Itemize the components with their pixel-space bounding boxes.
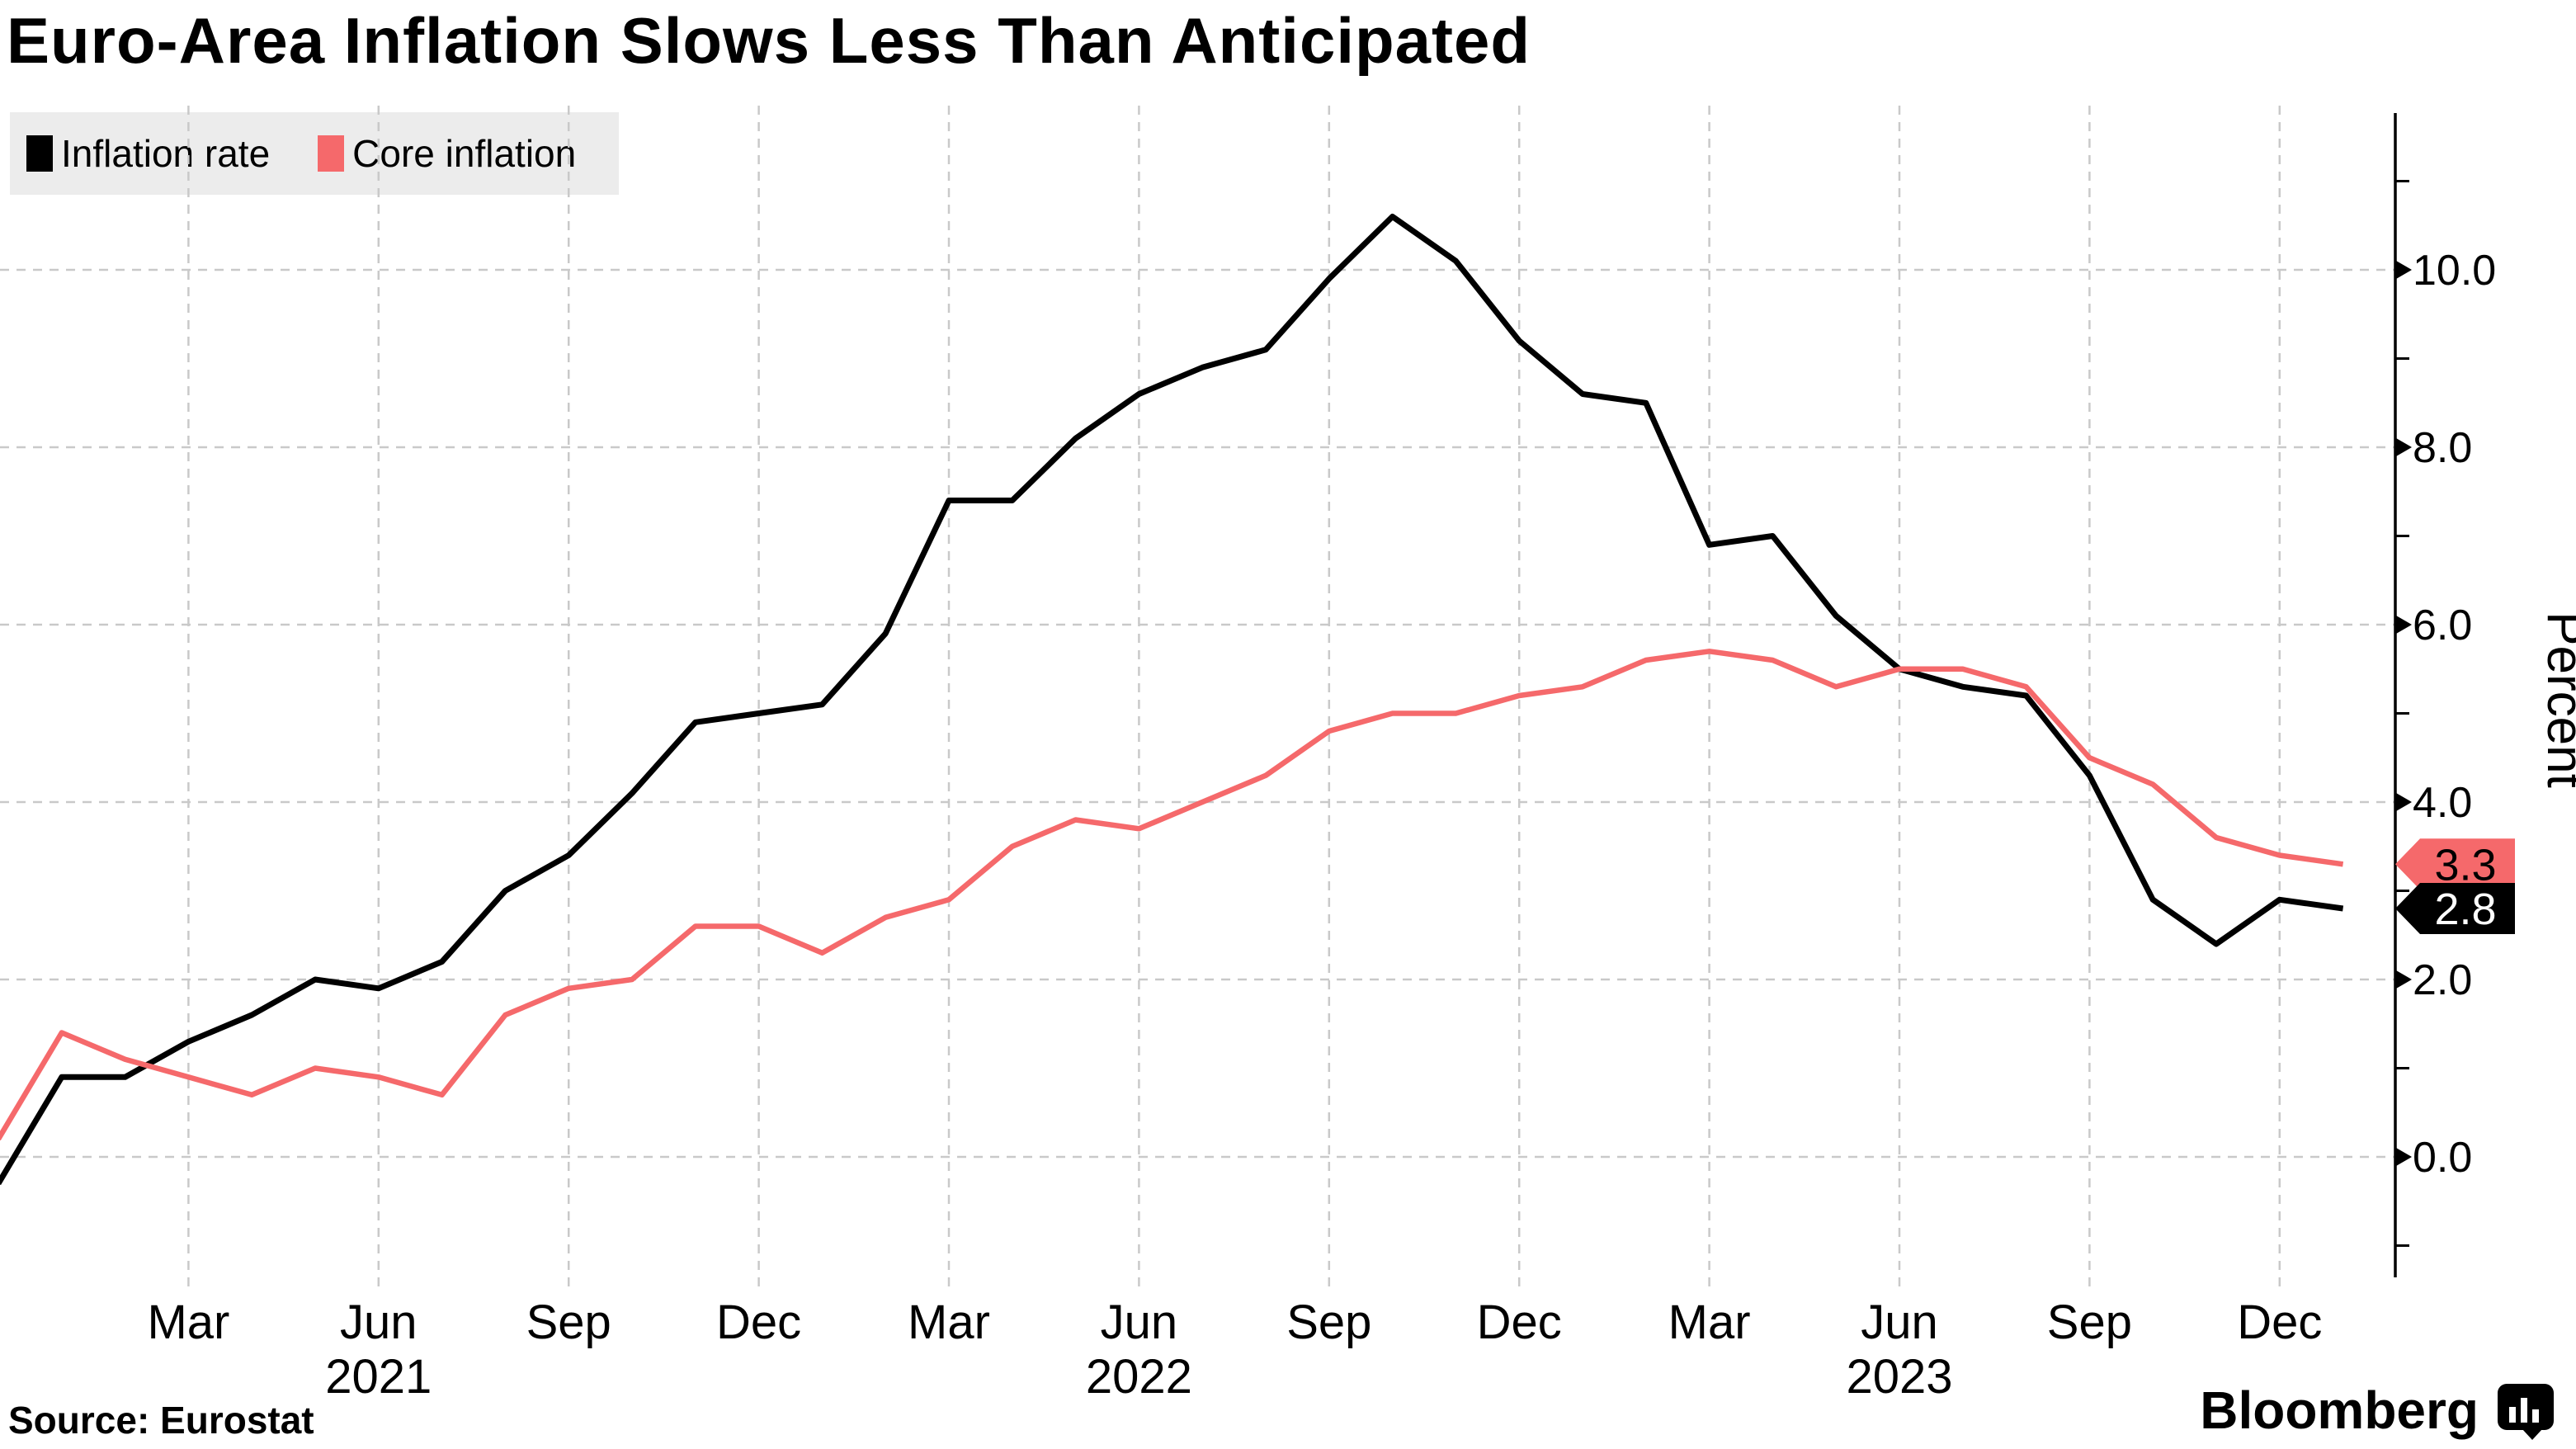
x-axis-year-label: 2023 bbox=[1846, 1350, 1952, 1404]
x-axis-year-label: 2021 bbox=[325, 1350, 432, 1404]
x-axis-month-label: Sep bbox=[2047, 1296, 2132, 1349]
x-axis-month-label: Dec bbox=[1477, 1296, 1562, 1349]
x-axis-month-label: Jun bbox=[340, 1296, 418, 1349]
y-axis-tick-arrow bbox=[2396, 1148, 2412, 1166]
x-axis-year-label: 2022 bbox=[1086, 1350, 1192, 1404]
legend-swatch-inflation-rate bbox=[26, 135, 53, 172]
brand-wordmark: Bloomberg bbox=[2200, 1381, 2479, 1440]
brand: Bloomberg bbox=[2200, 1380, 2556, 1441]
inflation-rate-line bbox=[0, 214, 2344, 1186]
x-axis-month-label: Dec bbox=[2237, 1296, 2322, 1349]
x-axis-month-label: Sep bbox=[1286, 1296, 1371, 1349]
y-axis-title: Percent bbox=[2536, 611, 2576, 788]
legend-item: Inflation rate bbox=[26, 131, 270, 176]
end-value-badge-inflation-rate bbox=[2395, 883, 2515, 934]
legend-label: Inflation rate bbox=[61, 132, 271, 175]
y-axis-tick-arrow bbox=[2396, 970, 2412, 989]
y-axis-tick-label: 0.0 bbox=[2413, 1134, 2472, 1182]
legend-swatch-core-inflation bbox=[318, 135, 345, 172]
y-axis-tick-label: 6.0 bbox=[2413, 602, 2472, 649]
x-axis-month-label: Mar bbox=[147, 1296, 229, 1349]
legend-item: Core inflation bbox=[318, 131, 576, 176]
legend: Inflation rate Core inflation bbox=[10, 112, 620, 195]
end-value-badge-core-inflation bbox=[2395, 838, 2515, 890]
y-axis-tick-label: 10.0 bbox=[2413, 247, 2496, 295]
legend-label: Core inflation bbox=[352, 132, 577, 175]
x-axis-month-label: Dec bbox=[716, 1296, 801, 1349]
x-axis-month-label: Mar bbox=[908, 1296, 990, 1349]
y-axis-tick-label: 4.0 bbox=[2413, 779, 2472, 827]
x-axis-month-label: Mar bbox=[1668, 1296, 1751, 1349]
y-axis-tick-arrow bbox=[2396, 438, 2412, 456]
end-value-label: 2.8 bbox=[2434, 885, 2496, 934]
y-axis-tick-label: 2.0 bbox=[2413, 956, 2472, 1004]
x-axis-month-label: Sep bbox=[526, 1296, 611, 1349]
chart-title: Euro-Area Inflation Slows Less Than Anti… bbox=[7, 4, 1531, 77]
y-axis-tick-arrow bbox=[2396, 616, 2412, 634]
core-inflation-line bbox=[0, 649, 2344, 1141]
source-note: Source: Eurostat bbox=[8, 1399, 314, 1442]
y-axis-tick-label: 8.0 bbox=[2413, 424, 2472, 472]
y-axis-tick-arrow bbox=[2396, 793, 2412, 811]
x-axis-month-label: Jun bbox=[1861, 1296, 1938, 1349]
y-axis-tick-arrow bbox=[2396, 261, 2412, 279]
x-axis-month-label: Jun bbox=[1101, 1296, 1178, 1349]
end-value-label: 3.3 bbox=[2434, 840, 2496, 890]
bloomberg-chart-bubble-icon bbox=[2498, 1384, 2554, 1440]
